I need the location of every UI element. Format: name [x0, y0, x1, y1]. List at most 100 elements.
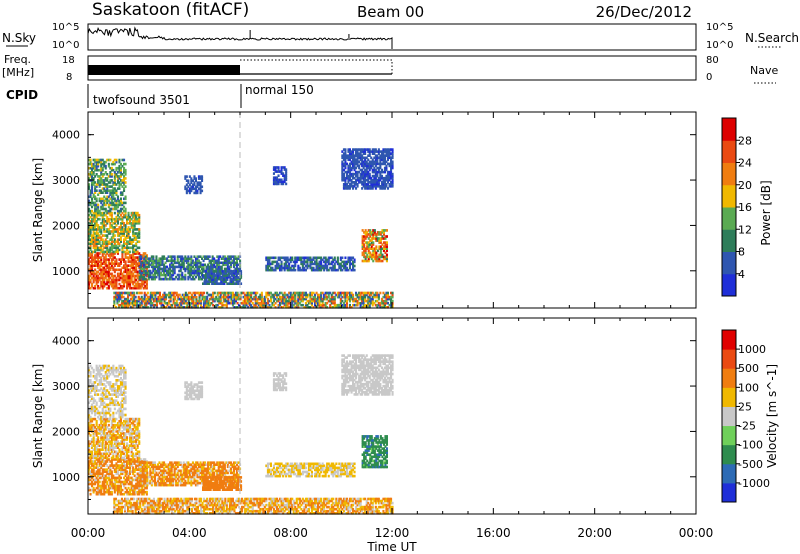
heatmap-cell-1 — [101, 226, 104, 229]
heatmap-cell-10 — [169, 295, 172, 299]
heatmap-cell-0 — [109, 464, 112, 467]
heatmap-cell-10 — [236, 297, 239, 301]
heatmap-cell-4 — [203, 274, 206, 277]
heatmap-cell-10 — [250, 293, 253, 297]
heatmap-cell-0 — [101, 252, 104, 255]
heatmap-cell-0 — [107, 492, 110, 496]
heatmap-cell-0 — [100, 272, 103, 276]
heatmap-cell-1 — [98, 452, 101, 456]
heatmap-cell-4 — [226, 276, 229, 279]
heatmap-cell-0 — [123, 258, 126, 261]
heatmap-cell-3 — [197, 275, 200, 279]
heatmap-cell-7 — [361, 160, 364, 164]
heatmap-cell-1 — [118, 234, 121, 237]
heatmap-cell-1 — [124, 230, 127, 233]
heatmap-cell-9 — [344, 262, 347, 266]
heatmap-cell-10 — [356, 299, 359, 303]
heatmap-cell-9 — [286, 260, 289, 264]
heatmap-cell-7 — [379, 174, 382, 178]
heatmap-cell-2 — [123, 209, 126, 213]
heatmap-cell-0 — [115, 458, 118, 461]
heatmap-cell-1 — [124, 211, 127, 215]
heatmap-cell-3 — [235, 257, 238, 260]
heatmap-cell-10 — [196, 303, 199, 307]
heatmap-cell-9 — [301, 266, 304, 270]
heatmap-cell-0 — [135, 484, 138, 488]
heatmap-cell-1 — [94, 446, 97, 449]
heatmap-cell-9 — [266, 260, 269, 264]
heatmap-cell-10 — [257, 295, 260, 299]
heatmap-cell-0 — [92, 474, 95, 478]
heatmap-cell-10 — [178, 301, 181, 305]
heatmap-cell-4 — [235, 278, 238, 281]
heatmap-cell-1 — [95, 246, 98, 250]
heatmap-cell-1 — [101, 215, 104, 219]
heatmap-cell-1 — [106, 217, 109, 221]
heatmap-cell-10 — [336, 295, 339, 299]
heatmap-cell-10 — [133, 299, 136, 303]
heatmap-cell-6 — [285, 170, 288, 173]
heatmap-cell-7 — [373, 160, 376, 164]
heatmap-cell-7 — [344, 162, 347, 166]
heatmap-cell-10 — [165, 306, 168, 309]
heatmap-cell-10 — [330, 297, 333, 301]
heatmap-cell-4 — [209, 276, 212, 279]
heatmap-cell-2 — [107, 158, 110, 162]
heatmap-cell-1 — [103, 250, 106, 254]
heatmap-cell-0 — [103, 490, 106, 494]
heatmap-cell-1 — [121, 232, 124, 235]
heatmap-cell-0 — [95, 270, 98, 274]
heatmap-cell-10 — [113, 303, 116, 307]
heatmap-cell-0 — [103, 258, 106, 261]
heatmap-cell-7 — [353, 185, 356, 188]
heatmap-cell-0 — [127, 458, 130, 461]
heatmap-cell-1 — [103, 220, 106, 223]
heatmap-cell-0 — [129, 460, 132, 463]
heatmap-cell-1 — [109, 452, 112, 456]
heatmap-cell-0 — [92, 464, 95, 467]
heatmap-cell-10 — [227, 297, 230, 301]
heatmap-cell-0 — [136, 272, 139, 276]
heatmap-cell-9 — [333, 258, 336, 262]
heatmap-cell-0 — [95, 278, 98, 282]
heatmap-cell-1 — [103, 434, 106, 437]
heatmap-cell-2 — [88, 199, 91, 203]
heatmap-cell-7 — [380, 156, 383, 160]
heatmap-cell-1 — [88, 450, 91, 454]
heatmap-cell-0 — [98, 256, 101, 259]
heatmap-cell-3 — [143, 275, 146, 279]
heatmap-cell-10 — [244, 306, 247, 309]
heatmap-cell-8 — [379, 231, 382, 234]
heatmap-cell-8 — [376, 249, 379, 253]
heatmap-cell-2 — [115, 191, 118, 194]
heatmap-cell-10 — [192, 295, 195, 299]
heatmap-cell-0 — [110, 252, 113, 255]
heatmap-cell-3 — [161, 277, 164, 281]
heatmap-cell-10 — [207, 293, 210, 297]
heatmap-cell-3 — [147, 273, 150, 277]
heatmap-cell-7 — [356, 162, 359, 166]
heatmap-cell-3 — [170, 263, 173, 267]
heatmap-cell-3 — [210, 261, 213, 265]
heatmap-cell-8 — [379, 251, 382, 255]
heatmap-cell-2 — [123, 181, 126, 184]
heatmap-cell-10 — [368, 295, 371, 299]
heatmap-cell-1 — [98, 430, 101, 433]
heatmap-cell-1 — [121, 211, 124, 215]
heatmap-cell-1 — [118, 211, 121, 215]
heatmap-cell-10 — [344, 293, 347, 297]
heatmap-cell-9 — [280, 256, 283, 260]
heatmap-cell-10 — [180, 299, 183, 303]
heatmap-cell-4 — [223, 272, 226, 275]
heatmap-cell-9 — [291, 256, 294, 260]
heatmap-cell-1 — [104, 452, 107, 456]
heatmap-cell-1 — [136, 222, 139, 225]
heatmap-cell-2 — [103, 203, 106, 207]
heatmap-cell-9 — [344, 266, 347, 270]
heatmap-cell-10 — [239, 301, 242, 305]
heatmap-cell-9 — [269, 262, 272, 266]
heatmap-cell-1 — [95, 244, 98, 248]
heatmap-cell-10 — [183, 297, 186, 301]
heatmap-cell-9 — [274, 264, 277, 268]
heatmap-cell-8 — [384, 243, 387, 246]
